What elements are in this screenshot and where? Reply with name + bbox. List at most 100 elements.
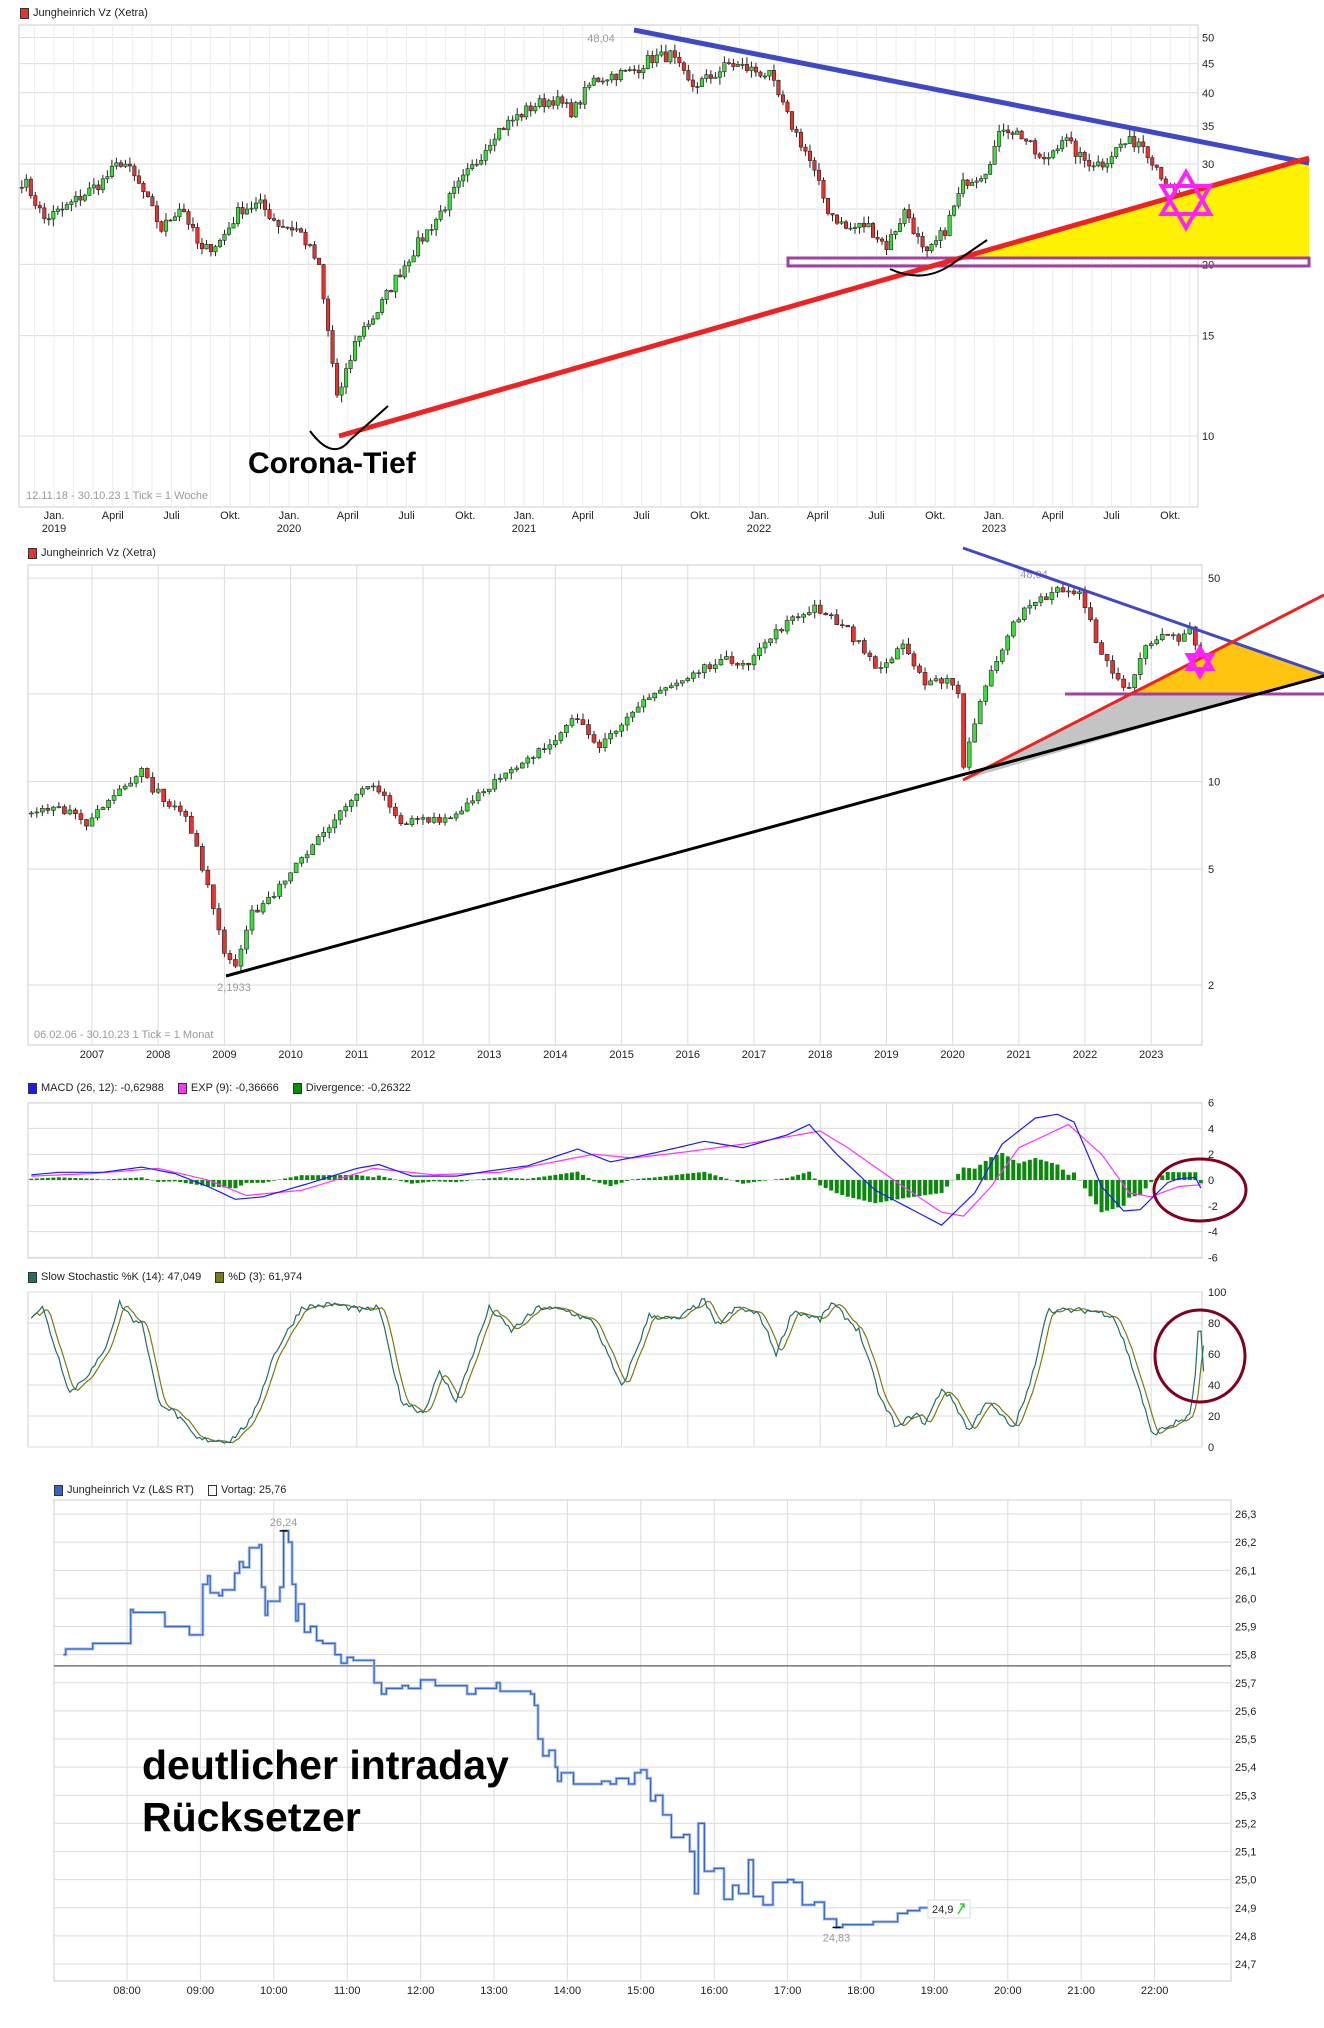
candle-up: [235, 207, 240, 224]
divergence-bar: [757, 1180, 762, 1182]
low-label: 24,83: [823, 1932, 851, 1944]
candle-up: [453, 813, 459, 819]
y-tick-label: 35: [1202, 121, 1214, 133]
high-label: 26,24: [270, 1517, 298, 1529]
candle-down: [1024, 138, 1029, 142]
x-tick-label: Jan.: [44, 510, 65, 522]
candle-down: [132, 165, 137, 177]
candle-down: [177, 805, 183, 812]
candle-up: [1027, 605, 1033, 609]
divergence-bar: [112, 1178, 117, 1180]
candle-down: [922, 672, 928, 686]
divergence-bar: [481, 1178, 486, 1180]
signal-legend-label: EXP (9): -0,36666: [190, 1082, 279, 1094]
divergence-bar: [851, 1180, 856, 1199]
candle-up: [293, 862, 299, 874]
y-tick-label: 25,4: [1235, 1762, 1256, 1774]
candle-down: [62, 806, 67, 815]
x-tick-label: 2013: [477, 1049, 501, 1061]
candle-up: [718, 659, 724, 666]
candle-down: [823, 612, 829, 616]
candle-up: [133, 776, 139, 784]
divergence-bar: [652, 1177, 657, 1180]
d-legend-label: %D (3): 61,974: [228, 1271, 303, 1283]
candle-up: [29, 812, 34, 815]
divergence-bar: [580, 1174, 585, 1180]
candle-down: [84, 819, 89, 827]
candle-up: [768, 638, 773, 644]
candle-up: [321, 832, 327, 837]
candle-down: [828, 614, 834, 617]
divergence-bar: [1176, 1172, 1181, 1180]
divergence-bar: [525, 1178, 530, 1180]
candle-up: [613, 730, 619, 734]
candle-down: [1150, 157, 1155, 166]
divergence-bar: [288, 1177, 293, 1180]
candle-down: [623, 69, 628, 72]
candle-up: [546, 100, 551, 108]
candle-up: [938, 230, 943, 241]
x-tick-label: 2008: [146, 1049, 170, 1061]
x-tick-label: 20:00: [994, 1985, 1022, 1997]
divergence-bar: [928, 1180, 933, 1195]
divergence-bar: [1105, 1180, 1110, 1211]
candle-down: [807, 150, 812, 161]
candle-up: [679, 680, 685, 684]
divergence-bar: [713, 1175, 718, 1180]
macd-line: [31, 1113, 1202, 1226]
x-tick-label: 15:00: [627, 1985, 655, 1997]
divergence-bar: [785, 1178, 790, 1180]
divergence-bar: [923, 1180, 928, 1196]
candle-down: [389, 290, 394, 293]
candle-up: [587, 84, 592, 88]
divergence-bar: [939, 1180, 944, 1193]
candle-up: [659, 51, 664, 56]
divergence-bar: [1049, 1162, 1054, 1180]
candle-down: [850, 626, 856, 642]
candle-up: [434, 219, 439, 230]
candle-up: [308, 244, 313, 246]
candle-up: [1064, 137, 1069, 141]
divergence-bar: [1066, 1174, 1071, 1180]
candle-down: [28, 178, 33, 197]
candle-down: [420, 237, 425, 242]
divergence-bar: [56, 1177, 61, 1180]
divergence-bar: [272, 1180, 277, 1181]
candle-up: [856, 640, 862, 642]
divergence-bar: [249, 1180, 254, 1183]
candle-up: [360, 788, 365, 795]
candle-down: [200, 846, 205, 871]
candle-down: [614, 73, 619, 81]
candle-down: [335, 363, 340, 396]
x-tick-label: 08:00: [113, 1985, 141, 1997]
divergence-bar: [509, 1177, 514, 1180]
divergence-bar: [1071, 1172, 1076, 1180]
y-tick-label: 50: [1208, 573, 1220, 585]
candle-up: [608, 733, 613, 740]
candle-down: [708, 74, 713, 79]
candle-down: [663, 51, 668, 63]
candle-down: [194, 833, 200, 847]
candle-up: [564, 725, 569, 734]
x-tick-label: Jan.: [749, 510, 770, 522]
candle-up: [128, 782, 133, 787]
candle-up: [569, 718, 575, 726]
candle-up: [1114, 147, 1119, 157]
candle-up: [977, 701, 983, 725]
divergence-bar: [603, 1180, 608, 1185]
candle-down: [821, 179, 826, 199]
candle-down: [816, 169, 821, 181]
divergence-bar: [387, 1178, 392, 1180]
x-tick-label: 14:00: [554, 1985, 582, 1997]
x-tick-label: 2020: [940, 1049, 964, 1061]
candle-down: [681, 62, 686, 71]
candle-up: [40, 807, 45, 813]
candle-up: [889, 658, 895, 664]
divergence-bar: [1116, 1180, 1121, 1208]
divergence-bar: [807, 1171, 812, 1180]
candle-down: [591, 734, 597, 743]
candle-up: [470, 164, 475, 170]
divergence-bar: [989, 1157, 994, 1180]
x-tick-label: April: [807, 510, 829, 522]
divergence-bar: [867, 1180, 872, 1202]
